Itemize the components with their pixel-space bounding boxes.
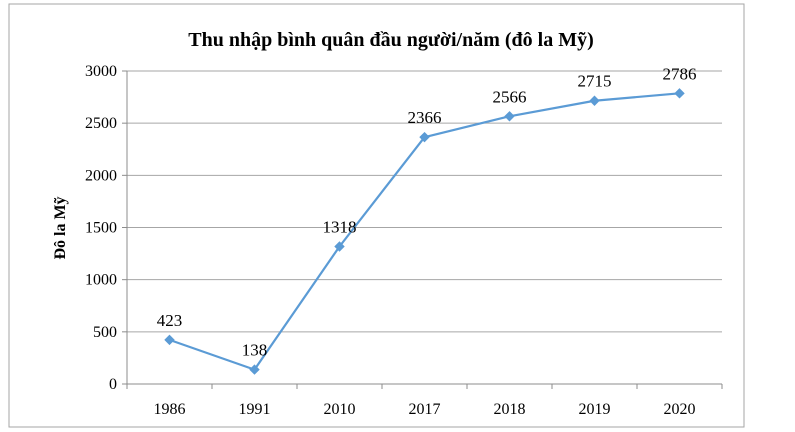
data-point-marker	[589, 95, 600, 106]
y-axis-label: Đô la Mỹ	[52, 196, 69, 259]
x-tick-label: 2020	[664, 401, 696, 418]
data-label: 2566	[493, 87, 527, 106]
y-tick-label: 500	[93, 324, 117, 341]
data-label: 2715	[578, 72, 612, 91]
data-label: 1318	[323, 217, 357, 236]
x-tick-label: 1986	[154, 401, 186, 418]
data-point-marker	[674, 88, 685, 99]
x-tick-label: 2010	[324, 401, 356, 418]
data-label: 423	[157, 311, 183, 330]
y-tick-label: 3000	[85, 63, 117, 80]
data-label: 2366	[408, 108, 442, 127]
y-tick-label: 1000	[85, 272, 117, 289]
data-point-marker	[334, 241, 345, 252]
y-tick-label: 2500	[85, 115, 117, 132]
y-tick-labels: 0 500 1000 1500 2000 2500 3000	[85, 63, 117, 393]
data-point-marker	[504, 111, 515, 122]
x-tick-label: 2018	[494, 401, 526, 418]
axes	[122, 70, 723, 389]
gridlines	[127, 70, 722, 333]
data-label: 2786	[663, 64, 697, 83]
y-tick-label: 2000	[85, 167, 117, 184]
x-tick-label: 2017	[409, 401, 441, 418]
x-tick-label: 2019	[579, 401, 611, 418]
data-point-marker	[419, 131, 430, 143]
y-tick-label: 1500	[85, 220, 117, 237]
y-tick-label: 0	[109, 376, 117, 393]
chart-border	[8, 3, 745, 428]
data-label: 138	[242, 341, 268, 360]
data-point-marker	[164, 334, 175, 346]
x-tick-label: 1991	[239, 401, 271, 418]
x-tick-labels: 1986 1991 2010 2017 2018 2019 2020	[154, 401, 696, 418]
chart-title: Thu nhập bình quân đầu người/năm (đô la …	[188, 29, 593, 51]
data-labels: 423 138 1318 2366 2566 2715 2786	[157, 64, 697, 359]
data-point-marker	[249, 364, 260, 375]
series	[164, 88, 685, 375]
